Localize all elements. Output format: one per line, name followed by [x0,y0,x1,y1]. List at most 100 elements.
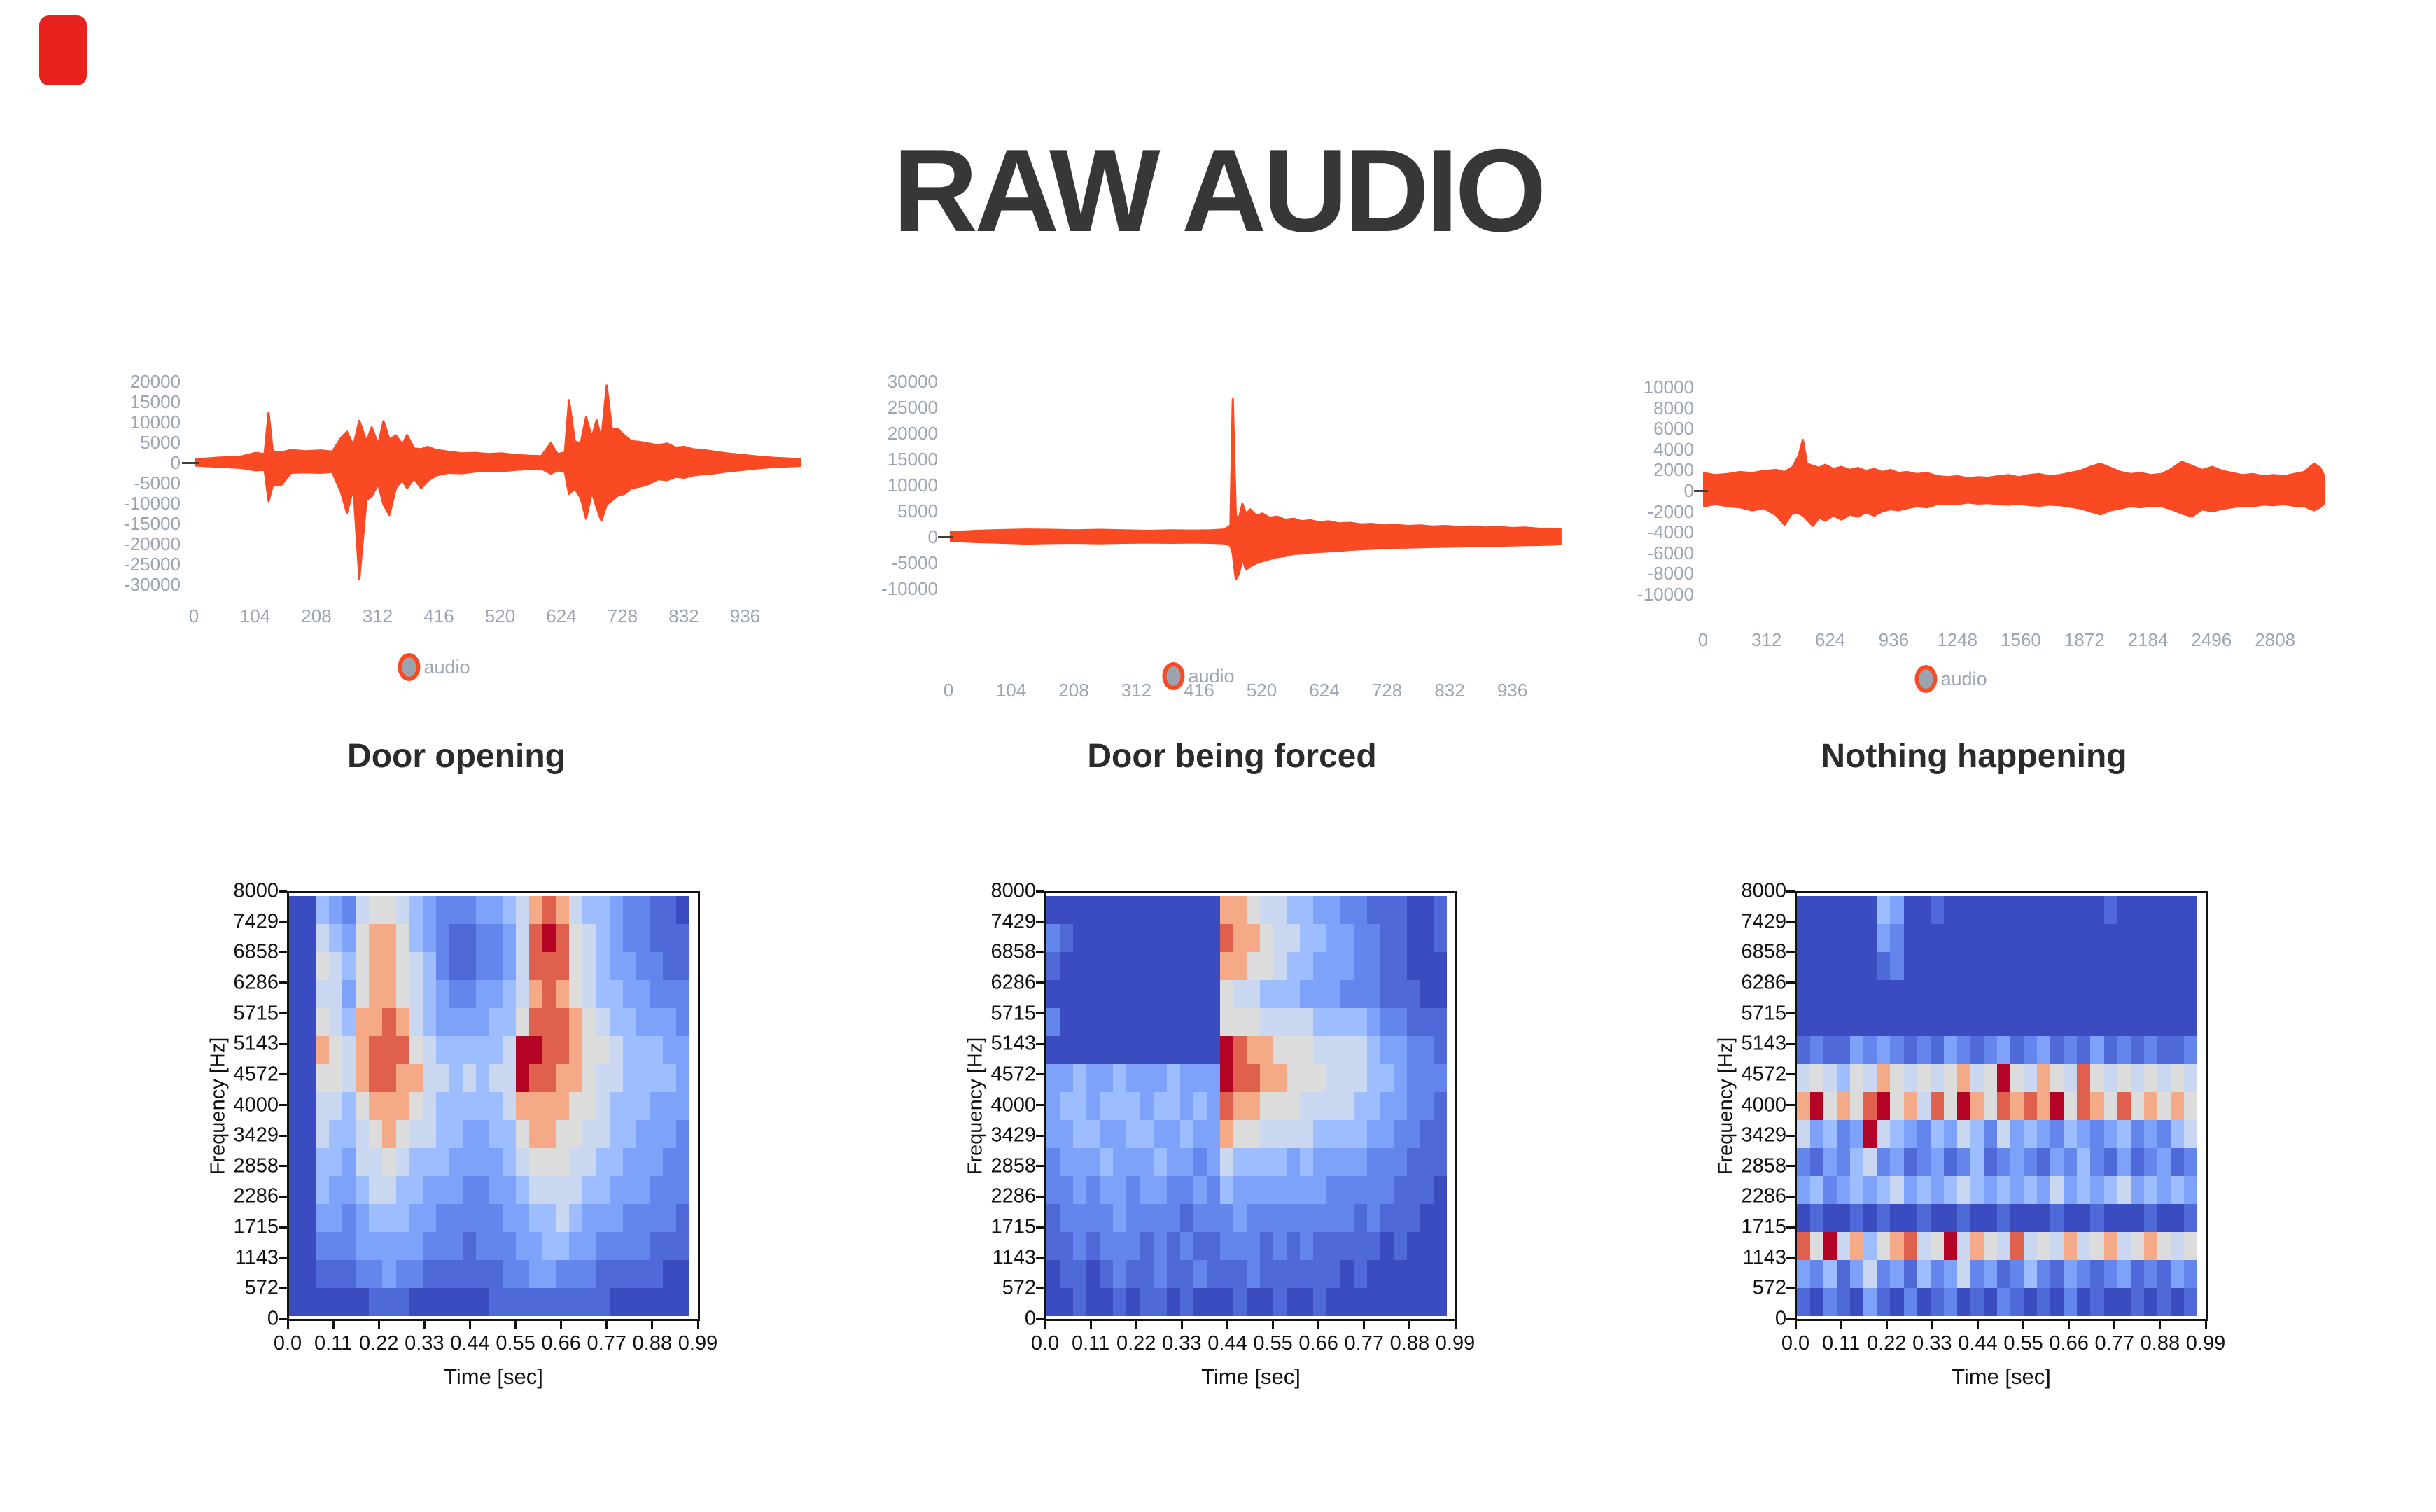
legend-item-audio[interactable]: audio [1162,662,1235,690]
heatmap-cell [1366,924,1380,952]
heatmap-cell [556,1260,570,1288]
heatmap-cell [1877,1036,1891,1064]
heatmap-cell [1113,1176,1127,1204]
heatmap-cell [382,896,396,924]
heatmap-cell [1863,1148,1877,1176]
heatmap-cell [2183,1148,2197,1176]
heatmap-cell [1863,952,1877,980]
heatmap-cell [556,952,570,980]
heatmap-cell [582,1232,596,1260]
heatmap-cell [516,1036,530,1064]
heatmap-cell [1326,1232,1340,1260]
heatmap-cell [2170,980,2184,1008]
heatmap-cell [1126,1120,1140,1148]
legend-item-audio[interactable]: audio [1914,665,1987,693]
heatmap-cell [1247,1036,1261,1064]
heatmap-cell [1997,952,2011,980]
heatmap-cell [396,1064,410,1092]
waveform-y-tick-label: 5000 [140,432,181,453]
heatmap-cell [516,1064,530,1092]
heatmap-cell [475,924,489,952]
heatmap-cell [1863,1204,1877,1232]
heatmap-cell [1930,896,1944,924]
heatmap-cell [396,1232,410,1260]
spectrogram-y-tick-label: 3429 [233,1124,279,1147]
spectrogram-y-tick [279,1317,287,1320]
heatmap-cell [2143,1204,2157,1232]
heatmap-cell [1140,896,1154,924]
heatmap-cell [516,1176,530,1204]
heatmap-cell [2064,1232,2078,1260]
heatmap-cell [2024,1288,2038,1316]
heatmap-cell [1206,1036,1220,1064]
heatmap-cell [329,1092,343,1120]
heatmap-cell [1366,1204,1380,1232]
heatmap-cell [596,1036,610,1064]
heatmap-cell [2104,952,2118,980]
waveform-x-tick-label: 312 [1751,629,1782,650]
heatmap-cell [1890,1176,1904,1204]
heatmap-cell [1086,1036,1100,1064]
heatmap-cell [1810,1260,1824,1288]
heatmap-cell [569,1148,583,1176]
waveform-x-tick-label: 728 [1371,680,1403,701]
heatmap-cell [1943,1092,1957,1120]
heatmap-cell [1433,1092,1447,1120]
heatmap-cell [1970,1288,1984,1316]
heatmap-cell [1260,1148,1274,1176]
heatmap-cell [1326,896,1340,924]
heatmap-cell [1823,1204,1837,1232]
heatmap-cell [542,1260,556,1288]
heatmap-cell [1890,980,1904,1008]
heatmap-cell [2130,896,2144,924]
heatmap-cell [542,980,556,1008]
heatmap-cell [1970,896,1984,924]
heatmap-cell [2064,924,2078,952]
heatmap-cell [2077,980,2091,1008]
spectrogram-ylabel: Frequency [Hz] [1714,1037,1737,1175]
heatmap-cell [462,896,476,924]
heatmap-cell [1930,1288,1944,1316]
heatmap-cell [1837,980,1851,1008]
heatmap-cell [556,1036,570,1064]
heatmap-cell [569,1232,583,1260]
heatmap-cell [1340,1204,1354,1232]
heatmap-cell [329,896,343,924]
heatmap-cell [1046,896,1060,924]
heatmap-cell [676,952,690,980]
legend-item-audio[interactable]: audio [398,653,470,681]
heatmap-cell [1313,1260,1327,1288]
heatmap-cell [1890,1148,1904,1176]
heatmap-cell [302,1232,316,1260]
heatmap-cell [1326,1260,1340,1288]
heatmap-cell [2130,924,2144,952]
heatmap-cell [1380,1232,1394,1260]
heatmap-cell [302,1288,316,1316]
spectrogram-x-tick [423,1321,426,1329]
heatmap-cell [2024,1204,2038,1232]
heatmap-cell [1113,1148,1127,1176]
heatmap-cell [2117,1064,2131,1092]
heatmap-cell [1406,924,1420,952]
heatmap-cell [662,952,676,980]
heatmap-cell [449,1008,463,1036]
heatmap-cell [609,980,623,1008]
heatmap-cell [462,924,476,952]
spectrogram-x-tick [1454,1321,1457,1329]
heatmap-cell [1340,1288,1354,1316]
heatmap-cell [1956,1204,1970,1232]
heatmap-cell [1366,1288,1380,1316]
heatmap-cell [2157,1288,2171,1316]
heatmap-cell [369,1008,383,1036]
heatmap-cell [1810,1092,1824,1120]
heatmap-cell [435,980,449,1008]
heatmap-cell [316,1148,330,1176]
heatmap-cell [622,1288,636,1316]
heatmap-cell [582,1176,596,1204]
heatmap-cell [676,1036,690,1064]
heatmap-cell [1393,1120,1407,1148]
heatmap-cell [1863,1064,1877,1092]
heatmap-cell [462,980,476,1008]
spectrogram-y-tick-label: 8000 [1741,879,1786,902]
heatmap-cell [1193,1008,1207,1036]
